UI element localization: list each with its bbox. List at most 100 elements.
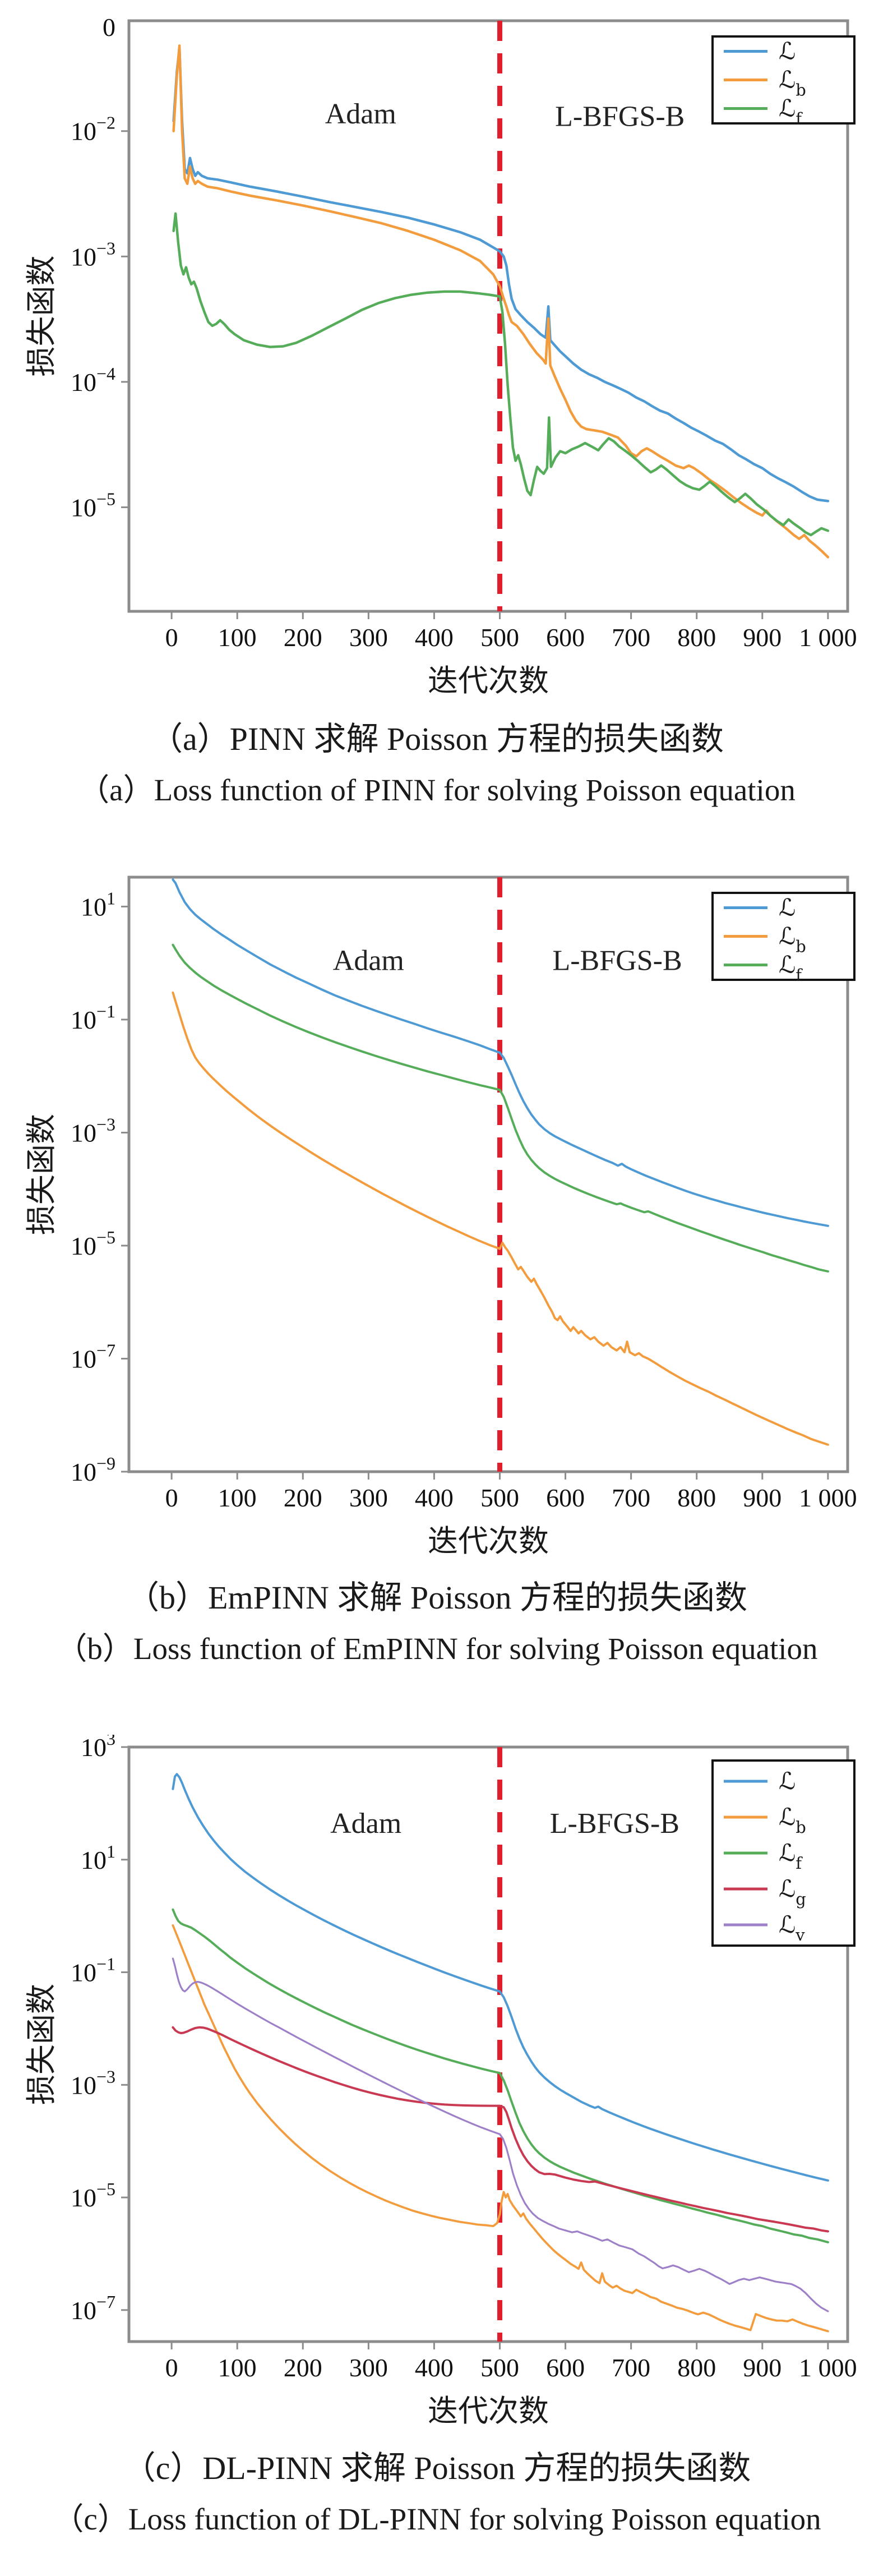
y-tick-label: 10−3 [71, 238, 115, 271]
figure-b: 101 10−1 10−3 10−5 10−7 10−9 0 100 200 300 400 500 6… [0, 864, 874, 1667]
x-tick-label: 0 [165, 2353, 178, 2382]
x-tick-label: 600 [546, 1483, 585, 1512]
y-tick-label: 0 [103, 13, 115, 42]
x-tick-label: 900 [743, 623, 781, 652]
x-tick-label: 0 [165, 623, 178, 652]
x-tick-label: 700 [612, 623, 650, 652]
series-Lg [172, 2026, 829, 2233]
x-tick-label: 300 [349, 2353, 388, 2382]
legend-label: ℒ [779, 38, 796, 65]
y-tick-label: 10−4 [71, 363, 115, 397]
x-tick-label: 700 [612, 1483, 650, 1512]
series-Lb [172, 1924, 829, 2333]
x-tick-label: 200 [284, 623, 322, 652]
x-tick-label: 900 [743, 1483, 781, 1512]
y-tick-label: 10−7 [71, 2292, 115, 2325]
y-axis-title: 损失函数 [25, 1114, 58, 1235]
y-tick-label: 10−1 [71, 1954, 115, 1987]
y-tick-label: 10−5 [71, 1227, 115, 1260]
caption-b-en: （b）Loss function of EmPINN for solving P… [56, 1632, 818, 1666]
legend-label: ℒg [779, 1875, 806, 1909]
x-tick-label: 800 [677, 1483, 716, 1512]
x-axis: 0 100 200 300 400 500 600 700 800 900 1 000 [165, 611, 857, 652]
x-axis: 0 100 200 300 400 500 600 700 800 900 1 000 [165, 2342, 857, 2382]
x-tick-label: 400 [415, 623, 454, 652]
series-L-total [172, 1773, 829, 2182]
x-tick-label: 400 [415, 2353, 454, 2382]
series-L-total [172, 878, 829, 1227]
x-tick-label: 500 [480, 1483, 519, 1512]
caption-b-zh: （b）EmPINN 求解 Poisson 方程的损失函数 [127, 1579, 747, 1616]
series-group [172, 1773, 829, 2333]
x-axis-title: 迭代次数 [428, 1524, 549, 1554]
phase-label-adam: Adam [333, 945, 404, 977]
x-tick-label: 500 [480, 623, 519, 652]
legend-label: ℒb [779, 1803, 806, 1837]
x-tick-label: 100 [218, 1483, 257, 1512]
y-tick-label: 10−2 [71, 113, 115, 146]
x-tick-label: 500 [480, 2353, 519, 2382]
loss-chart-pinn: 0 10−2 10−3 10−4 10−5 0 100 200 300 400 500 600 700 8… [25, 13, 857, 695]
legend-label: ℒf [779, 951, 803, 985]
x-tick-label: 200 [284, 1483, 322, 1512]
x-tick-label: 900 [743, 2353, 781, 2382]
y-tick-label: 101 [81, 888, 115, 921]
y-axis: 0 10−2 10−3 10−4 10−5 [71, 13, 129, 522]
series-group [172, 878, 829, 1446]
phase-label-adam: Adam [325, 98, 396, 130]
phase-label-l-bfgs-b: L-BFGS-B [555, 100, 685, 132]
x-axis-title: 迭代次数 [428, 2394, 549, 2425]
y-tick-label: 10−1 [71, 1001, 115, 1034]
caption-a-zh: （a）PINN 求解 Poisson 方程的损失函数 [150, 721, 724, 757]
x-tick-label: 800 [677, 2353, 716, 2382]
series-group [172, 44, 830, 559]
series-Lf [172, 943, 829, 1273]
x-tick-label: 800 [677, 623, 716, 652]
y-tick-label: 10−3 [71, 2066, 115, 2099]
legend-label: ℒ [779, 1767, 796, 1795]
x-tick-label: 600 [546, 623, 585, 652]
y-tick-label: 101 [81, 1841, 115, 1874]
x-tick-label: 1 000 [799, 1483, 857, 1512]
y-tick-label: 10−5 [71, 2179, 115, 2212]
legend-label: ℒf [779, 1839, 803, 1873]
legend-label: ℒ [779, 894, 796, 921]
x-tick-label: 700 [612, 2353, 650, 2382]
figure-a: 0 10−2 10−3 10−4 10−5 0 100 200 300 400 500 600 700 8… [0, 0, 874, 809]
x-tick-label: 300 [349, 623, 388, 652]
x-tick-label: 100 [218, 2353, 257, 2382]
legend-label: ℒb [779, 923, 806, 956]
figure-c: 103 101 10−1 10−3 10−5 10−7 0 100 200 300 400 500 60… [0, 1735, 874, 2538]
x-tick-label: 1 000 [799, 623, 857, 652]
x-axis-title: 迭代次数 [428, 664, 549, 695]
x-tick-label: 300 [349, 1483, 388, 1512]
x-tick-label: 600 [546, 2353, 585, 2382]
phase-label-adam: Adam [330, 1808, 401, 1840]
y-tick-label: 10−5 [71, 489, 115, 522]
x-tick-label: 0 [165, 1483, 178, 1512]
loss-chart-empinn: 101 10−1 10−3 10−5 10−7 10−9 0 100 200 300 400 500 6… [25, 875, 857, 1554]
caption-a-en: （a）Loss function of PINN for solving Poi… [78, 773, 796, 807]
series-Lb [172, 44, 830, 559]
x-tick-label: 200 [284, 2353, 322, 2382]
y-axis-title: 损失函数 [25, 1984, 58, 2105]
series-Lf [172, 212, 830, 537]
y-axis: 101 10−1 10−3 10−5 10−7 10−9 [71, 888, 129, 1486]
caption-c-zh: （c）DL-PINN 求解 Poisson 方程的损失函数 [123, 2450, 751, 2486]
loss-chart-dlpinn: 103 101 10−1 10−3 10−5 10−7 0 100 200 300 400 500 60… [25, 1735, 857, 2425]
x-tick-label: 100 [218, 623, 257, 652]
legend-label: ℒv [779, 1911, 805, 1944]
y-tick-label: 10−3 [71, 1114, 115, 1147]
phase-label-l-bfgs-b: L-BFGS-B [550, 1808, 679, 1840]
x-axis: 0 100 200 300 400 500 600 700 800 900 1 000 [165, 1472, 857, 1512]
plot-frame [127, 1745, 849, 2343]
caption-c-en: （c）Loss function of DL-PINN for solving … [53, 2502, 821, 2536]
x-tick-label: 400 [415, 1483, 454, 1512]
y-tick-label: 103 [81, 1735, 115, 1762]
phase-label-l-bfgs-b: L-BFGS-B [552, 945, 682, 977]
plot-frame [127, 875, 849, 1473]
legend-label: ℒb [779, 66, 806, 100]
